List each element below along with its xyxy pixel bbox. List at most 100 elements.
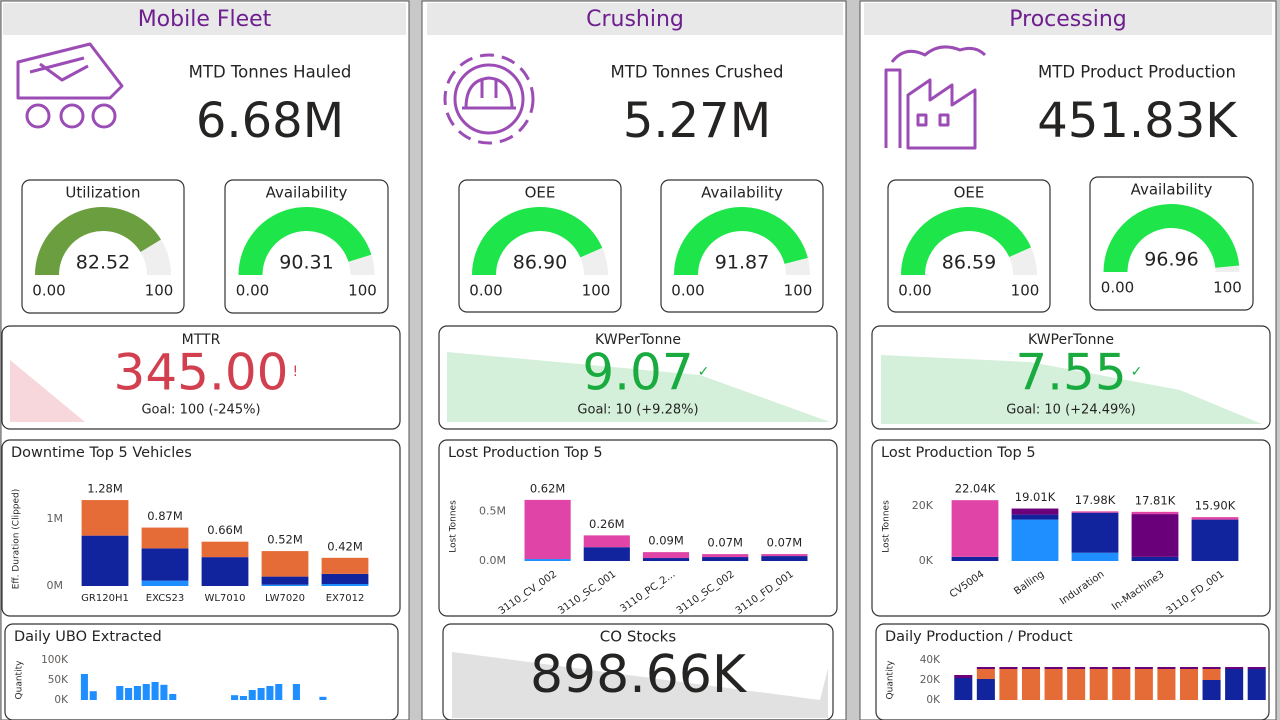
bar-segment bbox=[319, 696, 327, 700]
card-title: KWPerTonne bbox=[1028, 332, 1114, 348]
bar-segment bbox=[1021, 669, 1041, 700]
y-axis-title: Quantity bbox=[886, 660, 896, 700]
gauge-min: 0.00 bbox=[32, 282, 65, 300]
total-label: 0.42M bbox=[327, 539, 363, 553]
y-axis-title: Eff. Duration (Clipped) bbox=[12, 489, 22, 590]
bar-segment bbox=[1134, 667, 1153, 669]
bar-segment bbox=[1247, 669, 1266, 700]
card bbox=[1089, 176, 1254, 311]
gauge-title: Availability bbox=[266, 184, 348, 202]
bar-segment bbox=[151, 682, 159, 700]
bar-segment bbox=[201, 541, 249, 558]
kpi-label: MTD Product Production bbox=[1038, 63, 1236, 82]
bar-segment bbox=[1044, 667, 1063, 669]
kpi-label: MTD Tonnes Hauled bbox=[189, 63, 352, 82]
chart-title: Lost Production Top 5 bbox=[881, 445, 1036, 461]
bar-segment bbox=[257, 688, 265, 700]
total-label: 0.87M bbox=[147, 509, 183, 523]
y-tick-label: 0M bbox=[47, 579, 64, 592]
y-axis-title: Lost Tonnes bbox=[882, 500, 892, 553]
y-tick-label: 20K bbox=[920, 674, 941, 686]
bar-segment bbox=[976, 667, 995, 669]
bar-segment bbox=[642, 558, 690, 561]
bar-segment bbox=[1044, 669, 1063, 700]
total-label: 15.90K bbox=[1195, 499, 1236, 513]
chart-title: Daily UBO Extracted bbox=[14, 629, 162, 645]
bar-segment bbox=[761, 556, 808, 561]
bar-segment bbox=[1202, 680, 1221, 700]
status-indicator: ✓ bbox=[698, 364, 710, 380]
gauge-value: 86.90 bbox=[513, 252, 567, 274]
bar-segment bbox=[321, 573, 369, 584]
card bbox=[1, 325, 401, 430]
bar-segment bbox=[1011, 514, 1059, 520]
bar-segment bbox=[1071, 552, 1119, 561]
y-tick-label: 40K bbox=[920, 654, 941, 666]
total-label: 0.62M bbox=[530, 481, 566, 495]
bar-segment bbox=[976, 679, 995, 700]
bar-segment bbox=[583, 547, 630, 561]
gauge-title: OEE bbox=[954, 184, 985, 202]
bar-segment bbox=[1157, 669, 1176, 700]
card-goal: Goal: 100 (-245%) bbox=[141, 403, 260, 418]
gauge-value: 91.87 bbox=[715, 252, 769, 274]
bar-segment bbox=[702, 554, 749, 558]
gauge-min: 0.00 bbox=[1101, 279, 1134, 297]
gauge-max: 100 bbox=[784, 282, 813, 300]
y-tick-label: 1M bbox=[47, 512, 64, 525]
x-tick-label: EXCS23 bbox=[146, 593, 185, 604]
bar-segment bbox=[239, 696, 247, 700]
gauge-title: Availability bbox=[701, 184, 783, 202]
gauge-arc bbox=[238, 207, 372, 275]
bar-segment bbox=[1191, 519, 1239, 561]
bar-segment bbox=[248, 690, 256, 700]
total-label: 0.52M bbox=[267, 533, 303, 547]
gauge-min: 0.00 bbox=[469, 282, 502, 300]
bar-segment bbox=[642, 552, 690, 559]
bar-segment bbox=[275, 684, 283, 700]
card-value: 7.55 bbox=[1015, 344, 1126, 402]
sparkline-area bbox=[447, 352, 830, 422]
bar-segment bbox=[1112, 669, 1131, 700]
card bbox=[887, 179, 1051, 313]
bar-segment bbox=[999, 669, 1018, 700]
chart-title: Downtime Top 5 Vehicles bbox=[11, 445, 192, 461]
gauge-title: Availability bbox=[1131, 181, 1213, 199]
x-tick-label: GR120H1 bbox=[81, 593, 129, 604]
bar-segment bbox=[954, 675, 973, 678]
column-header bbox=[427, 3, 843, 35]
card-title: CO Stocks bbox=[600, 628, 677, 646]
bar-segment bbox=[1067, 667, 1086, 669]
gauge-arc bbox=[674, 206, 808, 275]
bar-segment bbox=[1089, 669, 1108, 700]
y-tick-label: 20K bbox=[912, 499, 934, 512]
column-title: Crushing bbox=[586, 7, 684, 32]
bar-segment bbox=[261, 584, 309, 586]
gauge-arc bbox=[35, 206, 162, 275]
gauge-max: 100 bbox=[348, 282, 377, 300]
gauge-value: 96.96 bbox=[1144, 249, 1198, 271]
bar-segment bbox=[1179, 669, 1199, 700]
status-indicator: ! bbox=[292, 364, 298, 380]
y-tick-label: 0.5M bbox=[479, 505, 506, 518]
sparkline-area bbox=[452, 652, 828, 718]
kpi-value: 6.68M bbox=[196, 93, 344, 149]
bar-segment bbox=[976, 669, 995, 679]
bar-segment bbox=[1134, 669, 1153, 700]
kpi-value: 451.83K bbox=[1037, 93, 1238, 149]
bar-segment bbox=[80, 674, 88, 700]
y-axis-title: Quantity bbox=[15, 660, 25, 700]
gauge-arc bbox=[472, 207, 603, 275]
bar-segment bbox=[231, 695, 239, 700]
bar-segment bbox=[524, 559, 571, 561]
bar-segment bbox=[954, 678, 973, 700]
bar-segment bbox=[169, 694, 177, 700]
total-label: 17.81K bbox=[1135, 493, 1176, 507]
bar-segment bbox=[1225, 669, 1244, 700]
bar-segment bbox=[1011, 508, 1059, 515]
gauge-max: 100 bbox=[145, 282, 174, 300]
gauge-min: 0.00 bbox=[898, 282, 931, 300]
bar-segment bbox=[1089, 667, 1108, 669]
bar-segment bbox=[999, 667, 1018, 669]
